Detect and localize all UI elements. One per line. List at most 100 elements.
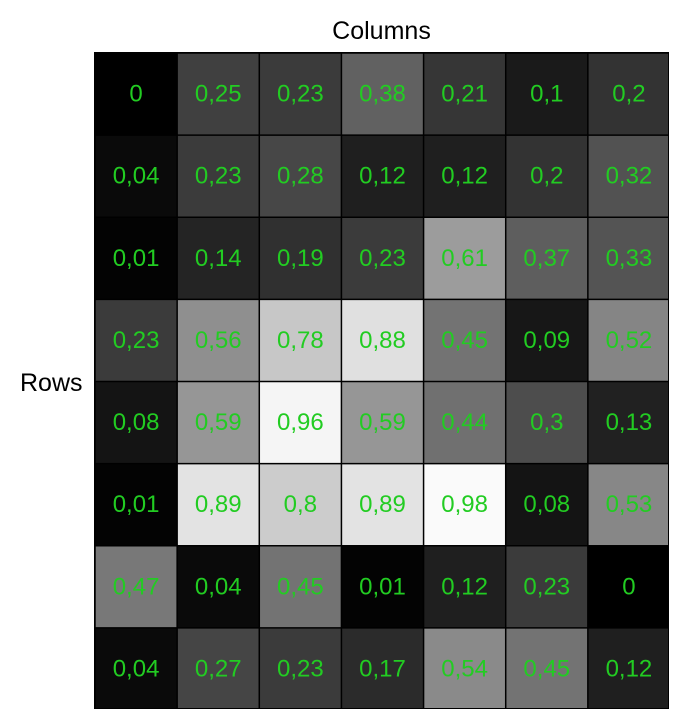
heatmap-cell-r5-c5 [506, 464, 588, 546]
heatmap-value-label-r7-c3: 0,17 [359, 655, 406, 682]
heatmap-cell-r2-c0 [95, 218, 177, 299]
heatmap-cell-r7-c1 [177, 628, 259, 708]
heatmap-cell-r6-c3 [342, 546, 423, 628]
heatmap-cell-r1-c5 [506, 135, 588, 217]
heatmap-value-label-r4-c4: 0,44 [441, 409, 488, 436]
heatmap-value-label-r5-c0: 0,01 [113, 491, 160, 518]
heatmap-cell-r0-c3 [342, 53, 423, 135]
heatmap-cell-r5-c0 [95, 464, 177, 546]
heatmap-value-label-r5-c5: 0,08 [523, 491, 570, 518]
heatmap-cell-r2-c6 [588, 218, 668, 299]
heatmap-cell-r6-c1 [177, 546, 259, 628]
heatmap-cell-r7-c5 [506, 628, 588, 708]
heatmap-cell-r0-c6 [588, 53, 668, 135]
heatmap-value-label-r1-c6: 0,32 [606, 163, 653, 190]
heatmap-value-label-r4-c2: 0,96 [277, 409, 324, 436]
heatmap-value-label-r3-c2: 0,78 [277, 327, 324, 354]
heatmap-value-label-r2-c1: 0,14 [195, 245, 242, 272]
heatmap-value-label-r6-c0: 0,47 [113, 573, 160, 600]
heatmap-value-label-r6-c4: 0,12 [441, 573, 488, 600]
heatmap-value-label-r3-c4: 0,45 [441, 327, 488, 354]
heatmap-cell-r5-c6 [588, 464, 668, 546]
heatmap-value-label-r5-c1: 0,89 [195, 491, 242, 518]
heatmap-cell-r0-c5 [506, 53, 588, 135]
heatmap-cell-r3-c5 [506, 300, 588, 381]
heatmap-value-label-r5-c4: 0,98 [441, 491, 488, 518]
heatmap-value-label-r0-c0: 0 [129, 81, 142, 108]
heatmap-cell-r0-c1 [177, 53, 259, 135]
heatmap-cell-r2-c1 [177, 218, 259, 299]
heatmap-value-label-r1-c1: 0,23 [195, 163, 242, 190]
heatmap-svg: 0 0,25 0,23 0,38 0,21 0,1 0,2 0,04 0,23 0,28 0,12 0… [95, 53, 668, 708]
heatmap-cell-r0-c0 [95, 53, 177, 135]
heatmap-cell-r1-c3 [342, 135, 423, 217]
heatmap-value-label-r0-c1: 0,25 [195, 81, 242, 108]
heatmap-cell-r3-c0 [95, 300, 177, 381]
heatmap-value-label-r4-c1: 0,59 [195, 409, 242, 436]
heatmap-cell-r2-c2 [260, 218, 341, 299]
heatmap-value-label-r6-c6: 0 [622, 573, 635, 600]
heatmap-cell-r3-c3 [342, 300, 423, 381]
heatmap-value-label-r5-c3: 0,89 [359, 491, 406, 518]
heatmap-cell-r7-c0 [95, 628, 177, 708]
heatmap-value-label-r5-c2: 0,8 [284, 491, 317, 518]
heatmap-value-label-r2-c2: 0,19 [277, 245, 324, 272]
heatmap-cell-r3-c4 [424, 300, 505, 381]
heatmap-cell-r5-c4 [424, 464, 505, 546]
heatmap-value-label-r6-c1: 0,04 [195, 573, 242, 600]
heatmap-value-label-r1-c5: 0,2 [530, 163, 563, 190]
heatmap-value-label-r3-c1: 0,56 [195, 327, 242, 354]
heatmap-value-label-r1-c0: 0,04 [113, 163, 160, 190]
heatmap-cell-r6-c6 [588, 546, 668, 628]
x-axis-label: Columns [332, 17, 431, 45]
heatmap-cell-r4-c5 [506, 382, 588, 463]
heatmap-cell-r5-c1 [177, 464, 259, 546]
heatmap-value-label-r7-c4: 0,54 [441, 655, 488, 682]
heatmap-value-label-r3-c3: 0,88 [359, 327, 406, 354]
heatmap-value-label-r6-c2: 0,45 [277, 573, 324, 600]
heatmap-cell-r2-c3 [342, 218, 423, 299]
heatmap-value-label-r1-c2: 0,28 [277, 163, 324, 190]
heatmap-value-label-r2-c5: 0,37 [523, 245, 570, 272]
heatmap-value-label-r0-c5: 0,1 [530, 81, 563, 108]
heatmap-cell-r1-c6 [588, 135, 668, 217]
heatmap-value-label-r7-c6: 0,12 [606, 655, 653, 682]
heatmap-value-label-r0-c4: 0,21 [441, 81, 488, 108]
heatmap-cell-r4-c6 [588, 382, 668, 463]
heatmap-cell-r7-c4 [424, 628, 505, 708]
heatmap-value-label-r2-c4: 0,61 [441, 245, 488, 272]
heatmap-grid: 0 0,25 0,23 0,38 0,21 0,1 0,2 0,04 0,23 0,28 0,12 0… [94, 52, 669, 709]
heatmap-value-label-r7-c2: 0,23 [277, 655, 324, 682]
heatmap-cell-r5-c2 [260, 464, 341, 546]
heatmap-cell-r7-c2 [260, 628, 341, 708]
heatmap-value-label-r2-c0: 0,01 [113, 245, 160, 272]
heatmap-value-label-r1-c3: 0,12 [359, 163, 406, 190]
heatmap-value-label-r2-c6: 0,33 [606, 245, 653, 272]
heatmap-cell-r5-c3 [342, 464, 423, 546]
heatmap-cell-r2-c4 [424, 218, 505, 299]
heatmap-cell-r1-c4 [424, 135, 505, 217]
heatmap-cell-r6-c5 [506, 546, 588, 628]
heatmap-value-label-r3-c0: 0,23 [113, 327, 160, 354]
heatmap-value-label-r6-c5: 0,23 [523, 573, 570, 600]
heatmap-cell-r6-c2 [260, 546, 341, 628]
heatmap-value-label-r4-c5: 0,3 [530, 409, 563, 436]
heatmap-value-label-r6-c3: 0,01 [359, 573, 406, 600]
heatmap-cell-r3-c6 [588, 300, 668, 381]
heatmap-value-label-r0-c2: 0,23 [277, 81, 324, 108]
heatmap-value-label-r7-c5: 0,45 [523, 655, 570, 682]
heatmap-value-label-r3-c6: 0,52 [606, 327, 653, 354]
heatmap-cell-r2-c5 [506, 218, 588, 299]
heatmap-cell-r7-c6 [588, 628, 668, 708]
heatmap-value-label-r2-c3: 0,23 [359, 245, 406, 272]
heatmap-cell-r0-c2 [260, 53, 341, 135]
heatmap-cell-r7-c3 [342, 628, 423, 708]
heatmap-cell-r3-c2 [260, 300, 341, 381]
heatmap-value-label-r7-c1: 0,27 [195, 655, 242, 682]
heatmap-cell-r4-c0 [95, 382, 177, 463]
heatmap-value-label-r4-c3: 0,59 [359, 409, 406, 436]
heatmap-value-label-r7-c0: 0,04 [113, 655, 160, 682]
heatmap-value-label-r3-c5: 0,09 [523, 327, 570, 354]
heatmap-cell-r0-c4 [424, 53, 505, 135]
heatmap-cell-r4-c1 [177, 382, 259, 463]
